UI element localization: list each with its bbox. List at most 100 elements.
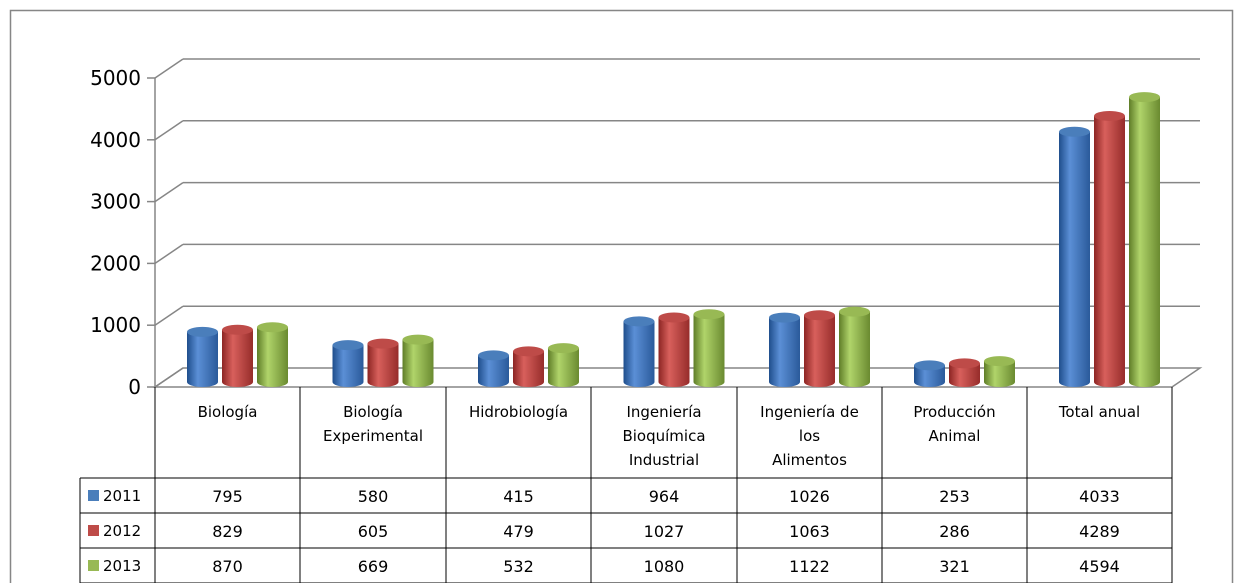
bar-top [187, 326, 218, 337]
y-tick-label: 0 [128, 375, 141, 399]
bar-top [693, 309, 725, 320]
bar-top [332, 340, 364, 351]
bar [187, 331, 218, 387]
data-label: 1026 [789, 487, 830, 506]
bar [1094, 115, 1125, 388]
bar [949, 363, 980, 387]
category-label: Total anual [1058, 403, 1140, 421]
side-gridline [154, 58, 184, 79]
legend-label: 2011 [103, 487, 141, 505]
y-tick-label: 3000 [90, 190, 141, 214]
data-label: 795 [212, 487, 243, 506]
bar [804, 315, 835, 387]
bar-top [367, 338, 399, 349]
data-label: 4033 [1079, 487, 1120, 506]
floor [152, 367, 1203, 388]
data-label: 415 [503, 487, 534, 506]
bar [402, 339, 434, 387]
bar-top [1129, 92, 1160, 103]
bar [257, 327, 288, 387]
bar [914, 365, 945, 387]
y-tick-label: 2000 [90, 251, 141, 275]
data-label: 1080 [644, 557, 685, 576]
bar-top [804, 310, 835, 321]
bar-top [949, 358, 980, 369]
category-label: Ingeniería de [760, 403, 859, 421]
category-label: Ingeniería [626, 403, 701, 421]
bar-top [623, 316, 655, 327]
legend-label: 2012 [103, 522, 141, 540]
bar-top [984, 356, 1015, 367]
legend-swatch [88, 525, 99, 536]
data-label: 1027 [644, 522, 685, 541]
data-label: 605 [358, 522, 389, 541]
bar [1059, 131, 1090, 387]
data-label: 479 [503, 522, 534, 541]
data-label: 870 [212, 557, 243, 576]
bar-top [222, 324, 253, 335]
category-label: Animal [929, 427, 981, 445]
bar [548, 348, 579, 387]
legend-swatch [88, 560, 99, 571]
bar [623, 321, 655, 387]
bar-top [769, 312, 800, 323]
bar-top [658, 312, 690, 323]
bar [658, 317, 690, 387]
bar [839, 311, 870, 387]
bar [222, 329, 253, 387]
category-label: Alimentos [772, 451, 847, 469]
data-label: 1063 [789, 522, 830, 541]
bar-top [513, 346, 544, 357]
legend-label: 2013 [103, 557, 141, 575]
data-label: 829 [212, 522, 243, 541]
gridlines [147, 58, 1203, 388]
category-label: Industrial [629, 451, 699, 469]
data-label: 1122 [789, 557, 830, 576]
bars [187, 92, 1160, 388]
bar-top [402, 334, 434, 345]
bar [769, 317, 800, 387]
data-label: 964 [649, 487, 680, 506]
y-tick-label: 4000 [90, 128, 141, 152]
side-gridline [154, 243, 184, 265]
bar [984, 361, 1015, 387]
bar [1129, 97, 1160, 388]
bar-top [478, 350, 509, 361]
data-label: 321 [939, 557, 970, 576]
data-label: 532 [503, 557, 534, 576]
bar-top [839, 306, 870, 317]
bar-top [1059, 126, 1090, 137]
category-label: Hidrobiología [469, 403, 568, 421]
y-tick-label: 1000 [90, 313, 141, 337]
y-axis-ticks: 0 1000 2000 3000 4000 5000 [90, 66, 141, 399]
category-label: los [799, 427, 820, 445]
category-label: Producción [913, 403, 995, 421]
side-gridline [154, 181, 184, 203]
data-label: 580 [358, 487, 389, 506]
data-label: 4289 [1079, 522, 1120, 541]
bar-top [257, 322, 288, 333]
category-label: Biología [198, 403, 258, 421]
legend-swatch [88, 490, 99, 501]
data-label: 253 [939, 487, 970, 506]
bar-top [548, 343, 579, 354]
category-label: Experimental [323, 427, 423, 445]
bar [367, 343, 399, 387]
bar [513, 351, 544, 387]
side-gridline [154, 305, 184, 326]
data-table: Biología Biología Experimental Hidrobiologí… [79, 387, 1173, 584]
bar [693, 314, 725, 387]
data-label: 286 [939, 522, 970, 541]
data-label: 4594 [1079, 557, 1120, 576]
y-tick-label: 5000 [90, 66, 141, 90]
side-gridline [154, 120, 184, 141]
category-label: Bioquímica [622, 427, 705, 445]
category-label: Biología [343, 403, 403, 421]
outer-border [9, 9, 1234, 587]
bar-top [1094, 110, 1125, 121]
bar [332, 345, 364, 387]
bar [478, 355, 509, 387]
data-label: 669 [358, 557, 389, 576]
